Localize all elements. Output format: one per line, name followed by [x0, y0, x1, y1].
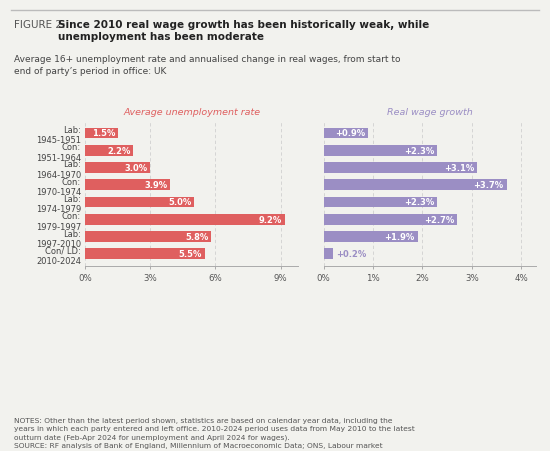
Bar — [323, 214, 457, 225]
Title: Real wage growth: Real wage growth — [387, 108, 473, 117]
Bar — [323, 146, 437, 156]
Text: 5.8%: 5.8% — [185, 232, 208, 241]
Text: NOTES: Other than the latest period shown, statistics are based on calendar year: NOTES: Other than the latest period show… — [14, 417, 415, 451]
Bar — [85, 163, 150, 174]
Bar — [85, 249, 205, 259]
Bar — [85, 180, 170, 191]
Text: 3.9%: 3.9% — [144, 181, 167, 190]
Text: FIGURE 2:: FIGURE 2: — [14, 20, 69, 30]
Text: +2.3%: +2.3% — [404, 198, 434, 207]
Text: Since 2010 real wage growth has been historically weak, while
unemployment has b: Since 2010 real wage growth has been his… — [58, 20, 429, 42]
Bar — [85, 146, 133, 156]
Text: 9.2%: 9.2% — [259, 215, 282, 224]
Text: Average 16+ unemployment rate and annualised change in real wages, from start to: Average 16+ unemployment rate and annual… — [14, 55, 400, 76]
Bar — [85, 129, 118, 139]
Bar — [323, 163, 477, 174]
Text: +0.9%: +0.9% — [335, 129, 365, 138]
Text: +2.3%: +2.3% — [404, 147, 434, 156]
Bar — [85, 214, 285, 225]
Bar — [323, 180, 507, 191]
Bar — [85, 197, 194, 208]
Text: +3.7%: +3.7% — [474, 181, 504, 190]
Bar — [323, 129, 368, 139]
Text: +1.9%: +1.9% — [384, 232, 415, 241]
Text: +0.2%: +0.2% — [337, 250, 367, 259]
Text: +2.7%: +2.7% — [424, 215, 454, 224]
Text: 5.5%: 5.5% — [179, 250, 202, 259]
Text: 2.2%: 2.2% — [107, 147, 130, 156]
Bar — [323, 197, 437, 208]
Bar — [85, 232, 211, 242]
Text: 3.0%: 3.0% — [125, 164, 148, 173]
Text: 5.0%: 5.0% — [168, 198, 191, 207]
Text: 1.5%: 1.5% — [92, 129, 115, 138]
Title: Average unemployment rate: Average unemployment rate — [123, 108, 260, 117]
Bar — [323, 249, 333, 259]
Bar — [323, 232, 417, 242]
Text: +3.1%: +3.1% — [444, 164, 474, 173]
